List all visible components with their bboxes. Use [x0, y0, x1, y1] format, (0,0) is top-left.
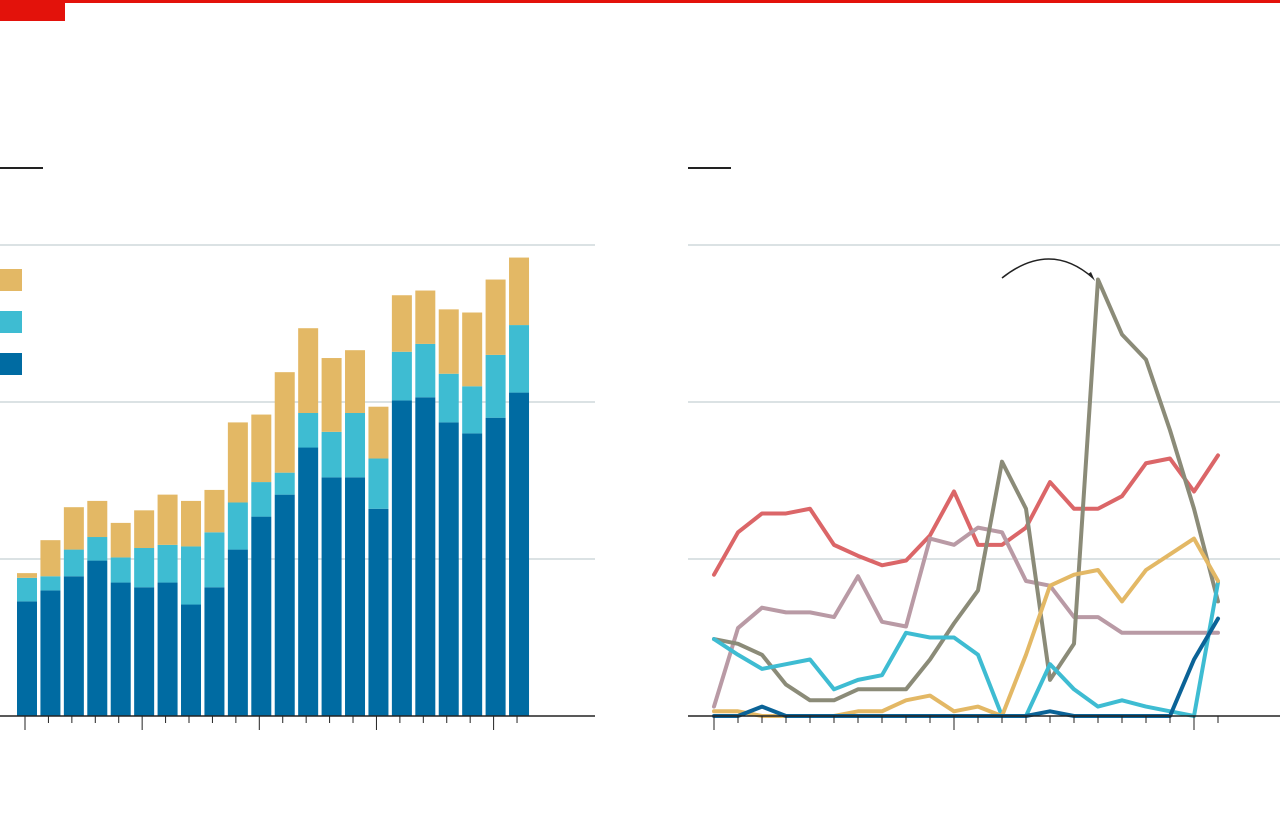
bar-segment: [345, 350, 366, 413]
bar-segment: [321, 431, 342, 478]
bar-segment: [110, 557, 131, 583]
line-series: [712, 525, 1220, 709]
bar-segment: [298, 447, 319, 716]
bar-segment: [509, 257, 530, 326]
bar-segment: [251, 482, 272, 517]
bar-segment: [438, 422, 459, 716]
bar-segment: [391, 295, 412, 352]
bar-segment: [274, 494, 295, 716]
bar-segment: [17, 601, 37, 716]
bar-segment: [462, 312, 483, 387]
bar-segment: [415, 397, 436, 716]
bar-segment: [181, 546, 202, 605]
bar-segment: [274, 372, 295, 473]
bar-segment: [87, 560, 108, 716]
bar-segment: [485, 354, 506, 418]
arrow-head: [1088, 272, 1095, 281]
brand-tag: [0, 0, 65, 21]
bar-segment: [368, 406, 389, 459]
bar-segment: [63, 507, 84, 550]
top-rule: [0, 0, 1280, 3]
legend-swatch: [0, 269, 22, 291]
line-series: [712, 277, 1220, 703]
bar-segment: [40, 576, 61, 591]
bar-segment: [227, 422, 248, 503]
bar-segment: [509, 325, 530, 393]
bar-segment: [134, 548, 155, 588]
bar-segment: [391, 351, 412, 401]
bar-segment: [87, 537, 108, 561]
bar-segment: [509, 392, 530, 716]
bar-segment: [157, 582, 178, 716]
bar-segment: [63, 549, 84, 577]
bar-segment: [227, 549, 248, 716]
bar-segment: [345, 477, 366, 716]
bar-segment: [462, 386, 483, 434]
line-series: [712, 580, 1220, 718]
bar-segment: [134, 510, 155, 549]
panel-rule: [688, 167, 731, 169]
bar-segment: [368, 508, 389, 716]
bar-segment: [40, 590, 61, 716]
bar-segment: [415, 290, 436, 344]
bar-segment: [17, 573, 37, 578]
legend-swatch: [0, 311, 22, 333]
line-series: [712, 453, 1220, 577]
bar-segment: [227, 502, 248, 550]
bar-segment: [110, 522, 131, 558]
bar-segment: [298, 412, 319, 448]
bar-segment: [485, 417, 506, 716]
bar-segment: [87, 500, 108, 538]
bar-segment: [438, 309, 459, 374]
bar-segment: [157, 494, 178, 545]
bar-segment: [204, 532, 225, 588]
bar-segment: [274, 472, 295, 495]
line-series: [712, 536, 1220, 718]
annotation-arrow: [1001, 258, 1094, 279]
bar-segment: [204, 489, 225, 533]
bar-segment: [462, 433, 483, 716]
legend-swatch: [0, 353, 22, 375]
bar-segment: [204, 587, 225, 716]
bar-segment: [345, 412, 366, 478]
bar-segment: [40, 540, 61, 577]
bar-segment: [63, 576, 84, 716]
bar-segment: [157, 544, 178, 583]
bar-segment: [391, 400, 412, 716]
bar-segment: [181, 604, 202, 716]
bar-segment: [321, 477, 342, 716]
bar-segment: [110, 582, 131, 716]
bar-segment: [251, 516, 272, 716]
bar-segment: [134, 587, 155, 716]
bar-segment: [368, 458, 389, 509]
bar-segment: [251, 414, 272, 483]
bar-segment: [321, 358, 342, 432]
bar-segment: [485, 279, 506, 355]
panel-rule: [0, 167, 43, 169]
bar-segment: [17, 577, 37, 602]
bar-segment: [181, 500, 202, 547]
bar-segment: [415, 343, 436, 398]
bar-segment: [438, 373, 459, 423]
bar-segment: [298, 328, 319, 413]
